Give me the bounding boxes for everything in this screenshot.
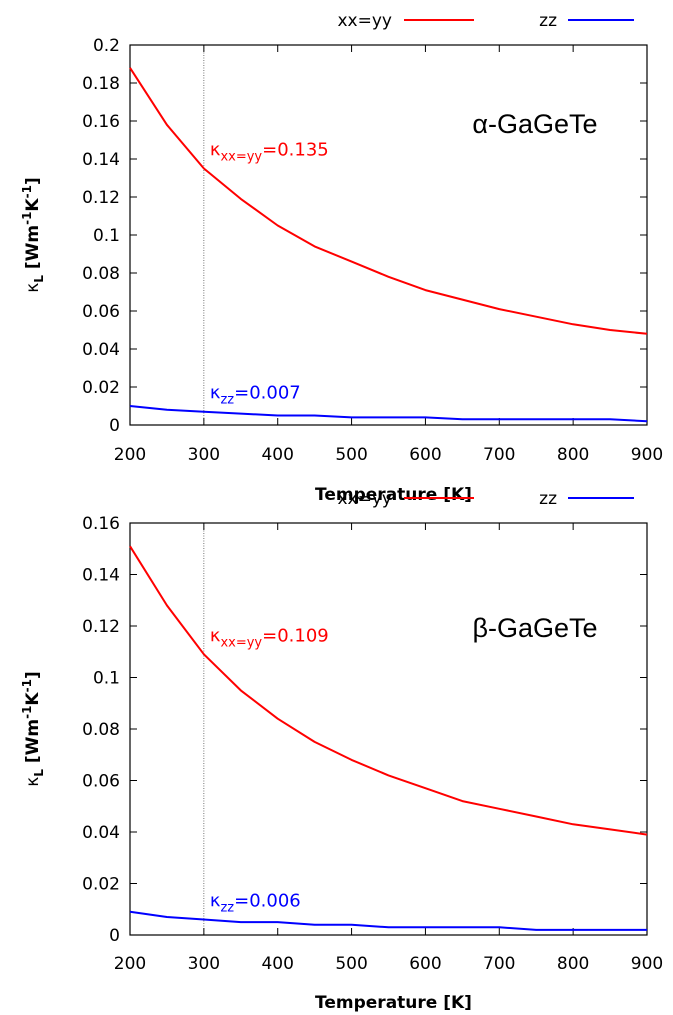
y-tick-label: 0.2 (93, 36, 120, 56)
y-axis-title-exp: -1 (20, 706, 34, 719)
y-axis-title: κL [Wm-1K-1] (20, 671, 46, 787)
y-axis-title-close: ] (23, 177, 43, 185)
y-axis-title-exp: -1 (20, 185, 34, 198)
x-tick-label: 400 (261, 954, 293, 974)
x-tick-label: 900 (631, 954, 663, 974)
y-tick-label: 0 (109, 416, 120, 436)
y-axis-title-close: ] (23, 671, 43, 679)
x-tick-label: 200 (114, 445, 146, 465)
annotation-sub: xx=yy (220, 635, 262, 650)
x-tick-label: 800 (557, 445, 589, 465)
x-tick-label: 800 (557, 954, 589, 974)
y-tick-label: 0.16 (82, 514, 120, 534)
y-axis-title-sub: L (32, 275, 46, 283)
annotation-kappa: κ (210, 891, 221, 912)
y-tick-label: 0.04 (82, 340, 120, 360)
y-axis-title-kappa: κ (23, 283, 43, 293)
y-axis-title-unit: [Wm (23, 719, 43, 769)
series-line-1 (129, 545, 648, 836)
annotation-value: =0.135 (262, 140, 329, 161)
x-tick-label: 700 (483, 954, 515, 974)
annotation-sub: xx=yy (220, 150, 262, 165)
plot-frame (129, 522, 648, 936)
annotation-kappa: κ (210, 383, 221, 404)
y-tick-label: 0.08 (82, 720, 120, 740)
x-tick-label: 500 (335, 954, 367, 974)
x-tick-label: 600 (409, 954, 441, 974)
y-axis-title-kappa: κ (23, 777, 43, 787)
annotation-2: κzz=0.007 (210, 383, 301, 408)
x-axis-title: Temperature [K] (315, 485, 472, 505)
x-tick-label: 300 (188, 445, 220, 465)
y-tick-label: 0.18 (82, 74, 120, 94)
x-tick-label: 600 (409, 445, 441, 465)
y-tick-label: 0.12 (82, 617, 120, 637)
annotation-sub: zz (220, 393, 234, 408)
chart-panel-1: 200 300 400 500 600 700 800 900 0 0.02 0.04 0.06 0.0… (20, 11, 663, 505)
y-tick-label: 0.02 (82, 378, 120, 398)
annotation-value: =0.006 (234, 891, 301, 912)
y-tick-label: 0.06 (82, 302, 120, 322)
y-axis-title: κL [Wm-1K-1] (20, 177, 46, 293)
y-tick-label: 0.02 (82, 875, 120, 895)
annotation-sub: zz (220, 901, 234, 916)
series-line-1 (129, 67, 648, 335)
y-tick-label: 0.12 (82, 188, 120, 208)
y-axis-title-unit-k: K (23, 692, 43, 706)
annotation-kappa: κ (210, 625, 221, 646)
x-tick-label: 300 (188, 954, 220, 974)
legend-label-1: xx=yy (338, 489, 393, 509)
annotation-1: κxx=yy=0.135 (210, 140, 329, 165)
x-axis-title: Temperature [K] (315, 993, 472, 1013)
legend-label-2: zz (539, 489, 557, 509)
x-tick-label: 200 (114, 954, 146, 974)
x-tick-label: 400 (261, 445, 293, 465)
annotation-2: κzz=0.006 (210, 891, 301, 916)
y-tick-label: 0.16 (82, 112, 120, 132)
y-tick-label: 0.1 (93, 669, 120, 689)
series-line-2 (129, 405, 648, 423)
annotation-value: =0.007 (234, 383, 301, 404)
y-tick-label: 0.14 (82, 566, 120, 586)
chart-panel-2: 200 300 400 500 600 700 800 900 0 0.02 0.04 0.06 0.0… (20, 489, 663, 1013)
plot-frame (129, 44, 648, 426)
series-line-2 (129, 910, 647, 931)
legend-label-2: zz (539, 11, 557, 31)
y-tick-label: 0 (109, 926, 120, 946)
y-tick-label: 0.1 (93, 226, 120, 246)
y-tick-label: 0.08 (82, 264, 120, 284)
material-label: α-GaGeTe (472, 109, 597, 139)
legend-label-1: xx=yy (338, 11, 393, 31)
x-tick-label: 900 (631, 445, 663, 465)
y-axis-title-unit-k: K (23, 198, 43, 212)
y-axis-title-exp: -1 (20, 679, 34, 692)
y-tick-label: 0.14 (82, 150, 120, 170)
x-tick-label: 500 (335, 445, 367, 465)
annotation-kappa: κ (210, 140, 221, 161)
annotation-value: =0.109 (262, 625, 329, 646)
y-axis-title-unit: [Wm (23, 225, 43, 275)
y-tick-label: 0.06 (82, 772, 120, 792)
y-axis-title-sub: L (32, 769, 46, 777)
y-tick-label: 0.04 (82, 823, 120, 843)
annotation-1: κxx=yy=0.109 (210, 625, 329, 650)
x-tick-label: 700 (483, 445, 515, 465)
y-axis-title-exp: -1 (20, 212, 34, 225)
material-label: β-GaGeTe (472, 613, 597, 643)
